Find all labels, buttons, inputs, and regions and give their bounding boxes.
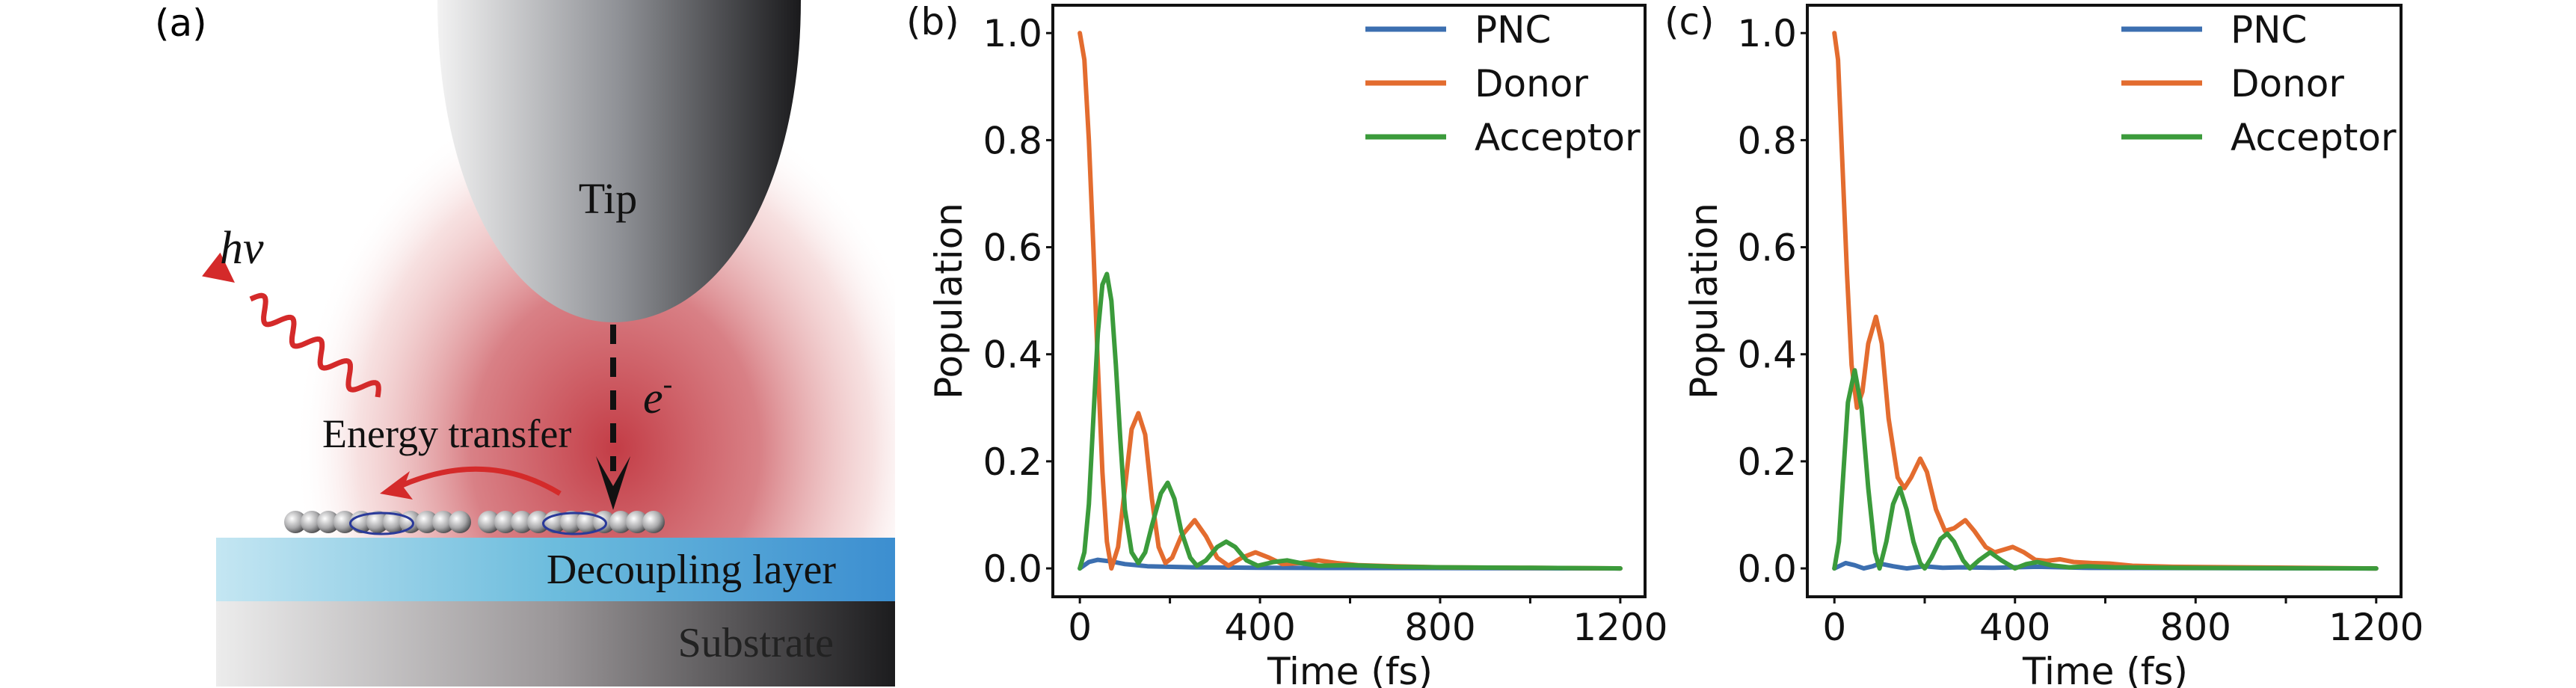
legend-label-pnc: PNC	[2231, 8, 2307, 52]
y-tick-label: 0.0	[983, 547, 1042, 591]
series-line-donor	[1078, 31, 1623, 571]
legend-label-pnc: PNC	[1475, 8, 1551, 52]
photon-wavy-arrow	[249, 292, 381, 398]
atom	[301, 511, 323, 533]
panel-label: (c)	[1664, 0, 1715, 43]
legend-label-donor: Donor	[2231, 62, 2344, 105]
stm-tip	[437, 0, 801, 322]
atom	[478, 511, 500, 533]
x-tick-label: 1200	[2328, 606, 2423, 649]
atom	[560, 511, 582, 533]
x-tick-label: 800	[2160, 606, 2231, 649]
y-tick-label: 0.8	[983, 119, 1042, 162]
y-tick-label: 0.6	[983, 227, 1042, 270]
legend-label-donor: Donor	[1475, 62, 1588, 105]
chart-panel-b: 0.0 0.2 0.4 0.6 0.8 1.0 0 400 800 1200 Time (fs) Po…	[906, 0, 1667, 688]
energy-transfer-label: Energy transfer	[322, 411, 571, 456]
atom	[494, 511, 517, 533]
atom	[432, 511, 455, 533]
atom	[333, 511, 356, 533]
energy-transfer-arrowhead-icon	[380, 471, 413, 500]
y-tick-label: 0.4	[983, 334, 1042, 377]
decoupling-layer-label: Decoupling layer	[547, 547, 837, 593]
atom	[350, 511, 372, 533]
atom	[626, 511, 648, 533]
atom	[511, 511, 533, 533]
atom	[642, 511, 665, 533]
x-tick-label: 800	[1404, 606, 1475, 649]
panel-label: (b)	[906, 0, 959, 43]
plot-frame	[1806, 4, 2403, 598]
y-tick-label: 0.2	[983, 440, 1042, 484]
x-axis-label: Time (fs)	[1267, 650, 1433, 688]
y-tick-label: 0.8	[1737, 119, 1797, 162]
tip-label: Tip	[579, 174, 638, 223]
y-tick-label: 1.0	[1737, 12, 1797, 55]
atom	[383, 511, 405, 533]
atom	[609, 511, 632, 533]
x-tick-label: 1200	[1573, 606, 1667, 649]
x-axis-label: Time (fs)	[2022, 650, 2188, 688]
x-tick-label: 400	[1979, 606, 2050, 649]
chart-panel-c: 0.0 0.2 0.4 0.6 0.8 1.0 0 400 800 1200 Time (fs) Po…	[1664, 0, 2423, 688]
y-tick-label: 0.2	[1737, 440, 1797, 484]
y-tick-label: 0.4	[1737, 334, 1797, 377]
atom	[366, 511, 389, 533]
panel-a-schematic: (a) Tip hv e- Energy transfer Decoupling…	[155, 0, 895, 687]
decoupling-layer	[216, 538, 895, 601]
electron-label: e-	[643, 369, 672, 423]
series-line-donor	[1832, 31, 2379, 571]
atom	[284, 511, 307, 533]
y-axis-label: Population	[927, 203, 971, 399]
atom	[449, 511, 471, 533]
series-line-acceptor	[1078, 271, 1623, 571]
x-tick-label: 400	[1224, 606, 1295, 649]
y-tick-label: 0.6	[1737, 227, 1797, 270]
atom	[317, 511, 339, 533]
electron-arrowhead-icon	[596, 456, 630, 510]
molecule-core-ring	[542, 512, 607, 535]
energy-transfer-arrow	[399, 466, 562, 496]
y-tick-label: 1.0	[983, 12, 1042, 55]
plot-frame	[1051, 4, 1647, 598]
panel-label-a: (a)	[155, 1, 207, 45]
series-line-pnc	[1078, 557, 1623, 571]
atom	[577, 511, 599, 533]
atom	[416, 511, 438, 533]
legend-label-acceptor: Acceptor	[2231, 116, 2397, 159]
photon-label: hv	[220, 223, 264, 274]
y-tick-label: 0.0	[1737, 547, 1797, 591]
legend-label-acceptor: Acceptor	[1475, 116, 1641, 159]
molecule-core-ring	[349, 512, 414, 535]
photon-arrowhead-icon	[202, 252, 235, 283]
series-line-acceptor	[1832, 368, 2379, 571]
molecules	[284, 511, 665, 535]
substrate-label: Substrate	[678, 620, 834, 666]
y-axis-label: Population	[1682, 203, 1726, 399]
x-tick-label: 0	[1068, 606, 1092, 649]
x-tick-label: 0	[1822, 606, 1846, 649]
substrate	[216, 601, 895, 687]
